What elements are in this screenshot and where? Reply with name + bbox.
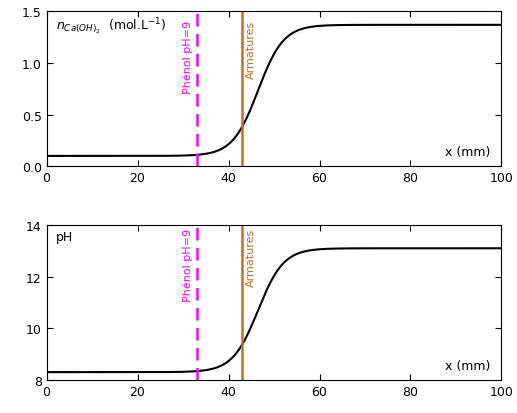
Text: $n_{Ca(OH)_2}$  (mol.L$^{-1}$): $n_{Ca(OH)_2}$ (mol.L$^{-1}$) [56, 17, 166, 37]
Text: Armatures: Armatures [246, 228, 256, 286]
Text: pH: pH [56, 230, 73, 243]
Text: Phénol pH=9: Phénol pH=9 [183, 228, 193, 301]
Text: x (mm): x (mm) [445, 146, 490, 159]
Text: x (mm): x (mm) [445, 359, 490, 372]
Text: Phénol pH=9: Phénol pH=9 [183, 21, 193, 94]
Text: Armatures: Armatures [246, 21, 256, 79]
